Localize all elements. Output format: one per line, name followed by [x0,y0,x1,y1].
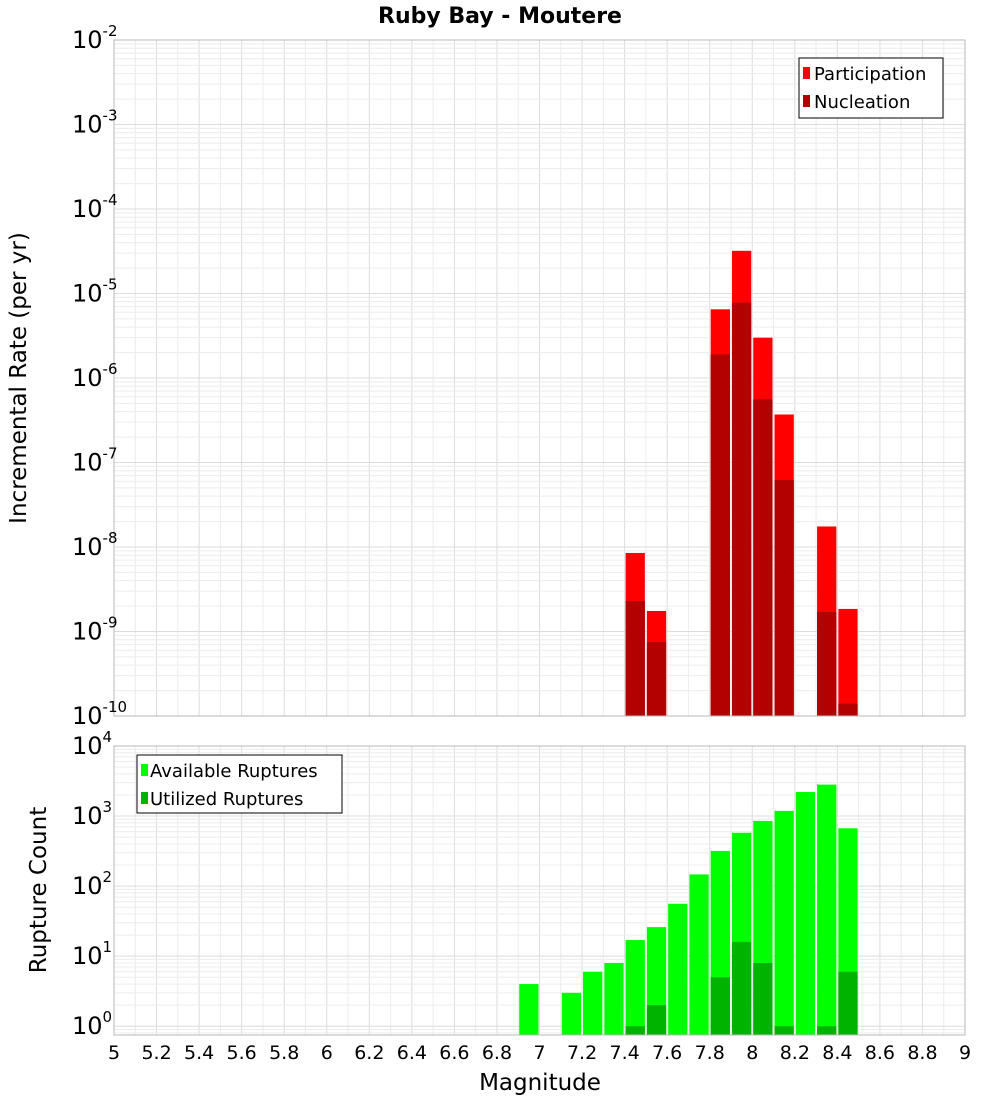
count-ytick-label: 100 [72,1008,112,1040]
x-tick-label: 6.6 [439,1042,469,1064]
rate-bar-nucleation [838,703,858,716]
rate-legend-box [798,57,944,119]
count-legend: Available Ruptures Utilized Ruptures [136,754,343,814]
rate-bar-nucleation [817,612,837,716]
count-plot-border [113,745,966,1036]
rate-gridlines [113,39,966,717]
legend-label-utilized: Utilized Ruptures [150,789,303,810]
legend-label-participation: Participation [814,64,926,85]
rate-bar-nucleation [710,354,730,716]
count-bar-available-ruptures [583,971,603,1035]
x-tick-label: 9 [959,1042,971,1064]
count-bar-available-ruptures [625,940,645,1035]
x-tick-label: 6 [321,1042,333,1064]
count-bar-utilized-ruptures [731,941,752,1035]
count-bar-available-ruptures [774,810,794,1035]
x-tick-label: 5.4 [184,1042,214,1064]
rate-ytick-label: 10-5 [72,276,118,308]
count-y-ticks: 100 101 102 103 104 [72,728,112,1040]
x-tick-label: 6.8 [482,1042,512,1064]
rate-bar-participation [838,608,858,716]
count-bar-available-ruptures [668,903,688,1035]
count-bar-utilized-ruptures [838,971,858,1035]
legend-label-nucleation: Nucleation [814,92,910,113]
count-bar-utilized-ruptures [817,1026,837,1035]
count-bar-utilized-ruptures [774,1026,794,1035]
legend-swatch-utilized [141,792,148,804]
count-bar-available-ruptures [604,962,624,1035]
count-ytick-label: 102 [72,868,112,900]
count-bar-available-ruptures [689,874,709,1035]
x-tick-label: 8 [746,1042,758,1064]
rate-y-ticks: 10-10 10-9 10-8 10-7 10-6 10-5 10-4 10-3 10-2 [72,22,127,730]
x-tick-label: 6.4 [397,1042,427,1064]
x-ticks: 5 5.2 5.4 5.6 5.8 6 6.2 6.4 6.6 6.8 7 7.2 7.4 7.6 7.8 8… [108,1042,971,1064]
count-bar-utilized-ruptures [625,1026,645,1035]
x-tick-label: 5.2 [141,1042,171,1064]
rate-bar-nucleation [774,480,794,716]
legend-label-available: Available Ruptures [150,761,318,782]
x-tick-label: 5.6 [227,1042,257,1064]
rate-plot-border [113,39,966,717]
count-panel: 100 101 102 103 104 5 5.2 5.4 5.6 5.8 6 6.2 6.4 6.6 6… [26,728,971,1096]
chart-title: Ruby Bay - Moutere [378,4,622,29]
x-tick-label: 7.6 [652,1042,682,1064]
x-tick-label: 7.4 [609,1042,639,1064]
count-bar-available-ruptures [561,992,582,1035]
x-tick-label: 8.8 [907,1042,937,1064]
x-tick-label: 5 [108,1042,120,1064]
rate-ytick-label: 10-4 [72,191,118,223]
rate-ytick-label: 10-8 [72,529,118,561]
rate-ytick-label: 10-3 [72,107,118,139]
rate-bar-nucleation [731,302,752,716]
count-bar-available-ruptures [817,784,837,1035]
x-tick-label: 7.8 [695,1042,725,1064]
rate-bar-nucleation [753,399,773,716]
count-bars [519,784,858,1035]
x-tick-label: 8.6 [865,1042,895,1064]
x-axis-label: Magnitude [479,1070,601,1096]
x-tick-label: 6.2 [354,1042,384,1064]
legend-swatch-participation [803,67,810,79]
rate-ytick-label: 10-9 [72,614,118,646]
count-y-axis-label: Rupture Count [26,807,52,973]
rate-ytick-label: 10-7 [72,445,118,477]
count-ytick-label: 103 [72,798,112,830]
rate-bars [625,250,858,716]
rate-bar-nucleation [625,600,645,716]
legend-swatch-nucleation [803,95,810,107]
x-tick-label: 5.8 [269,1042,299,1064]
count-legend-box [136,754,343,814]
rate-legend: Participation Nucleation [798,57,944,119]
count-bar-available-ruptures [519,984,539,1035]
count-ytick-label: 101 [72,938,112,970]
rate-bar-nucleation [646,642,667,716]
count-bar-utilized-ruptures [753,962,773,1035]
x-tick-label: 7.2 [567,1042,597,1064]
rate-ytick-label: 10-2 [72,22,118,54]
x-tick-label: 8.4 [822,1042,852,1064]
x-tick-label: 8.2 [780,1042,810,1064]
count-bar-utilized-ruptures [710,977,730,1035]
rate-panel: 10-10 10-9 10-8 10-7 10-6 10-5 10-4 10-3 10-2 In… [6,22,966,730]
count-bar-utilized-ruptures [646,1005,667,1035]
count-bar-available-ruptures [795,792,816,1035]
rate-y-axis-label: Incremental Rate (per yr) [6,232,32,524]
rate-ytick-label: 10-10 [72,698,127,730]
legend-swatch-available [141,764,148,776]
count-ytick-label: 104 [72,728,112,760]
rate-ytick-label: 10-6 [72,360,118,392]
x-tick-label: 7 [533,1042,545,1064]
